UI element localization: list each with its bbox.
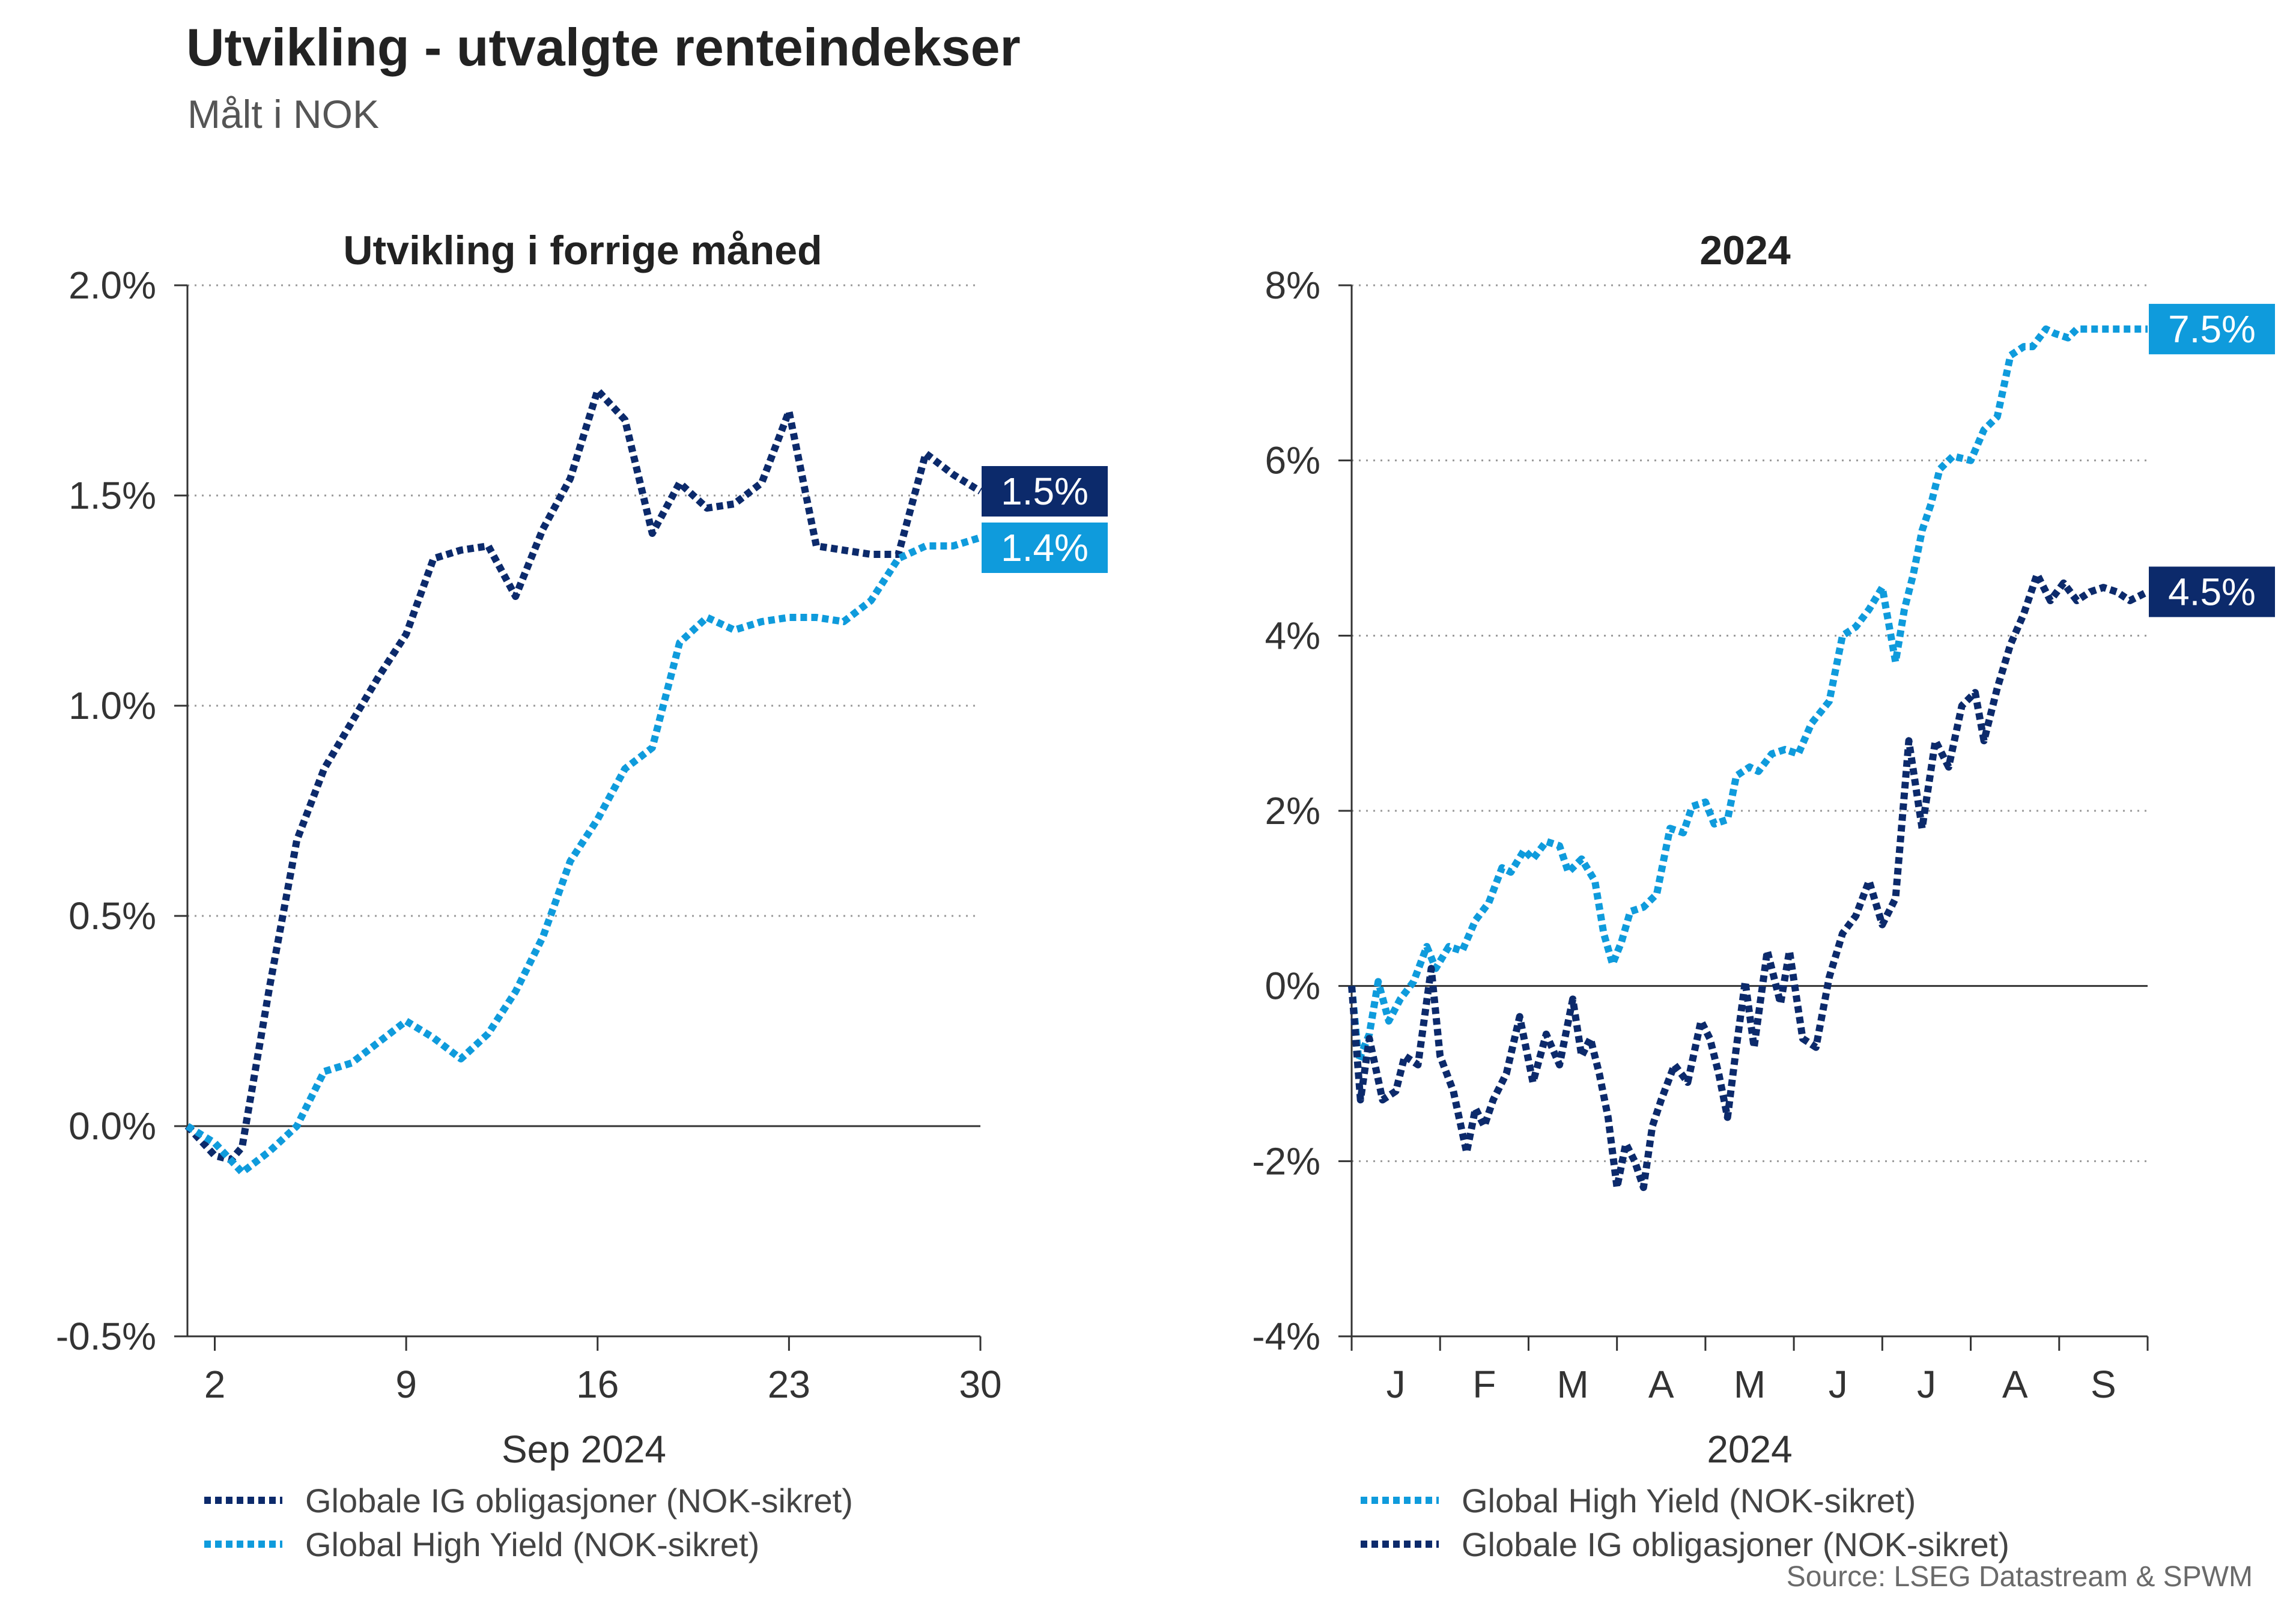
- end-value-box: [982, 523, 1108, 573]
- series-line: [1348, 325, 2148, 1064]
- chart-panel-monthly: Utvikling i forrige måned -0.5% 0.0% 0.5% 1…: [56, 228, 1108, 1471]
- page-subtitle: Målt i NOK: [187, 92, 380, 136]
- x-tick-label: 9: [395, 1363, 417, 1406]
- x-tick-label: J: [1829, 1363, 1848, 1406]
- x-tick-label: J: [1917, 1363, 1936, 1406]
- x-tick-label: A: [1648, 1363, 1674, 1406]
- x-axis-label: Sep 2024: [502, 1428, 666, 1471]
- x-tick-label: M: [1556, 1363, 1588, 1406]
- y-tick-label: 0.5%: [68, 894, 156, 938]
- series-line: [1348, 571, 2149, 1192]
- end-value-box: [2149, 566, 2275, 617]
- x-tick-label: S: [2091, 1363, 2116, 1406]
- legend-label: Globale IG obligasjoner (NOK-sikret): [1462, 1526, 2009, 1563]
- x-tick-label: 23: [768, 1363, 810, 1406]
- legend: Global High Yield (NOK-sikret) Globale IG…: [1361, 1482, 2009, 1563]
- x-tick-label: J: [1386, 1363, 1406, 1406]
- x-tick-label: M: [1734, 1363, 1766, 1406]
- page-title: Utvikling - utvalgte renteindekser: [186, 17, 1021, 77]
- end-value-label: 4.5%: [2168, 570, 2256, 613]
- end-value-label: 1.5%: [1001, 470, 1089, 513]
- series-line: [185, 534, 982, 1176]
- end-value-box: [2149, 303, 2275, 354]
- y-tick-label: 2.0%: [68, 264, 156, 307]
- x-tick-label: 16: [576, 1363, 619, 1406]
- legend: Globale IG obligasjoner (NOK-sikret) Glob…: [204, 1482, 853, 1563]
- end-value-label: 7.5%: [2168, 308, 2256, 351]
- series-line: [184, 387, 983, 1163]
- y-tick-label: 4%: [1265, 614, 1321, 657]
- legend-label: Global High Yield (NOK-sikret): [305, 1526, 759, 1563]
- y-tick-label: -4%: [1252, 1315, 1320, 1358]
- source-note: Source: LSEG Datastream & SPWM: [1786, 1561, 2253, 1593]
- x-tick-label: F: [1472, 1363, 1496, 1406]
- y-tick-label: 1.5%: [68, 474, 156, 517]
- x-axis-label: 2024: [1707, 1428, 1792, 1471]
- y-tick-label: -0.5%: [56, 1315, 156, 1358]
- legend-label: Global High Yield (NOK-sikret): [1462, 1482, 1916, 1520]
- chart-title: 2024: [1699, 228, 1790, 273]
- y-tick-label: -2%: [1252, 1139, 1320, 1183]
- y-tick-label: 0.0%: [68, 1105, 156, 1148]
- y-tick-label: 2%: [1265, 789, 1321, 832]
- x-tick-label: 2: [204, 1363, 226, 1406]
- x-tick-label: A: [2002, 1363, 2028, 1406]
- end-value-box: [982, 466, 1108, 517]
- chart-title: Utvikling i forrige måned: [343, 228, 822, 273]
- y-tick-label: 6%: [1265, 439, 1321, 482]
- x-tick-label: 30: [959, 1363, 1001, 1406]
- y-tick-label: 8%: [1265, 264, 1321, 307]
- y-tick-label: 0%: [1265, 965, 1321, 1008]
- end-value-label: 1.4%: [1001, 526, 1089, 569]
- chart-panel-ytd: 2024 -4% -2% 0% 2% 4% 6% 8% J F M A M J J A S 2024 7.5% 4.…: [1252, 228, 2275, 1471]
- y-tick-label: 1.0%: [68, 684, 156, 727]
- legend-label: Globale IG obligasjoner (NOK-sikret): [305, 1482, 853, 1520]
